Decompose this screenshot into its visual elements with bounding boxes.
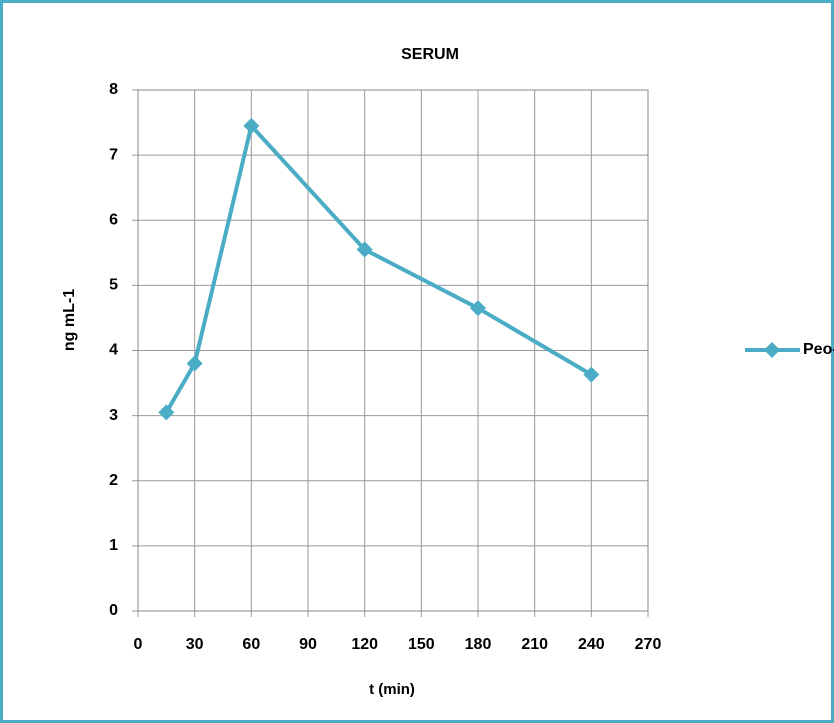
x-tick-label: 150 bbox=[408, 636, 435, 653]
data-point bbox=[186, 355, 203, 372]
data-point bbox=[243, 117, 260, 134]
x-tick-label: 30 bbox=[186, 636, 204, 653]
x-tick-label: 210 bbox=[521, 636, 548, 653]
x-tick-label: 270 bbox=[635, 636, 662, 653]
data-point bbox=[470, 300, 486, 317]
y-tick-label: 6 bbox=[109, 211, 118, 228]
legend-label: Peo-3-Glc bbox=[803, 341, 834, 358]
legend-marker bbox=[764, 342, 780, 358]
y-tick-label: 0 bbox=[109, 602, 118, 619]
x-axis-label: t (min) bbox=[369, 681, 415, 698]
y-tick-label: 4 bbox=[109, 342, 118, 359]
series-line bbox=[164, 123, 593, 414]
data-point bbox=[583, 366, 600, 383]
data-point bbox=[356, 241, 373, 258]
y-tick-label: 8 bbox=[109, 81, 118, 98]
y-tick-label: 3 bbox=[109, 407, 118, 424]
plot-border bbox=[137, 89, 649, 612]
x-tick-label: 180 bbox=[465, 636, 492, 653]
y-tick-label: 7 bbox=[109, 146, 118, 163]
x-tick-label: 90 bbox=[299, 636, 317, 653]
x-tick-label: 60 bbox=[242, 636, 260, 653]
y-tick-label: 1 bbox=[109, 537, 118, 554]
x-tick-label: 240 bbox=[578, 636, 605, 653]
x-tick-label: 0 bbox=[134, 636, 143, 653]
chart-title: SERUM bbox=[401, 46, 459, 63]
x-tick-label: 120 bbox=[351, 636, 378, 653]
data-point bbox=[158, 404, 175, 421]
y-tick-label: 5 bbox=[109, 277, 118, 294]
y-axis-label: ng mL-1 bbox=[61, 289, 78, 351]
y-tick-label: 2 bbox=[109, 472, 118, 489]
